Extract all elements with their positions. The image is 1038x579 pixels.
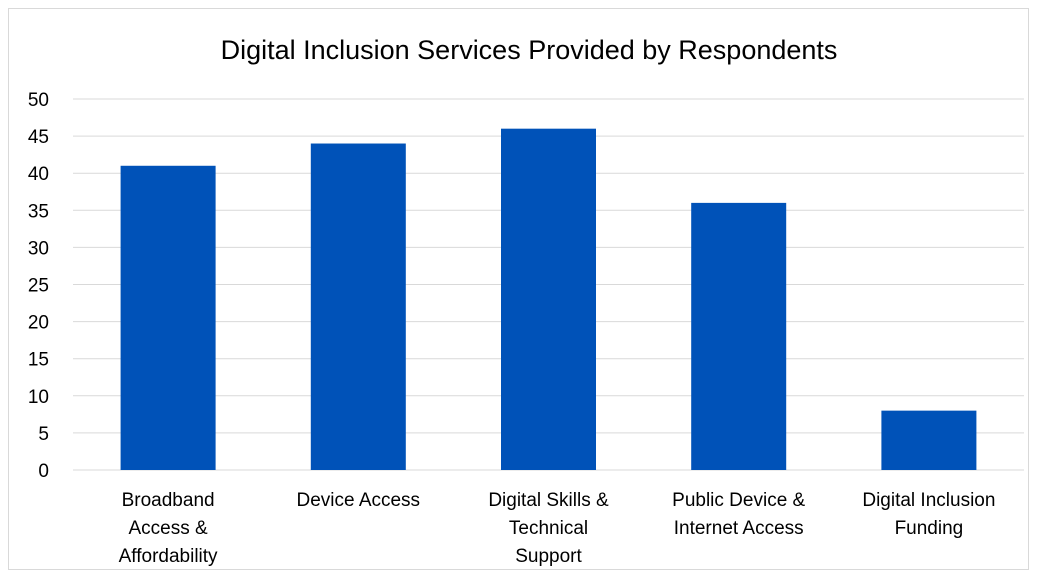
x-category-label-line: Support [515,546,582,567]
x-category-label: Device Access [297,490,421,511]
x-category-label-line: Digital Inclusion [862,490,995,511]
bars [120,128,977,470]
bar [881,410,977,470]
y-tick-label: 45 [28,127,49,148]
y-tick-label: 10 [28,387,49,408]
x-category-label: Digital Skills & Technical Support [488,490,609,567]
bar [120,165,216,470]
y-tick-label: 35 [28,201,49,222]
y-axis-tick-labels: 0 5 10 15 20 25 30 35 40 45 50 [28,90,49,482]
y-tick-label: 20 [28,313,49,334]
y-tick-label: 0 [38,461,49,482]
x-category-label: Public Device & Internet Access [672,490,805,539]
bar [310,143,406,470]
bar [501,128,596,470]
x-category-label-line: Broadband [122,490,215,511]
x-category-label-line: Device Access [297,490,421,511]
bar-chart: Digital Inclusion Services Provided by R… [28,35,1024,567]
y-tick-label: 15 [28,350,49,371]
x-category-label-line: Internet Access [674,518,804,539]
x-category-label-line: Affordability [119,546,218,567]
x-category-label-line: Technical [509,518,588,539]
x-category-label-line: Access & [128,518,208,539]
y-tick-label: 30 [28,238,49,259]
bar [691,202,787,470]
x-category-label: Broadband Access & Affordability [119,490,218,567]
x-category-label-line: Public Device & [672,490,805,511]
x-category-label: Digital Inclusion Funding [862,490,995,539]
y-tick-label: 50 [28,90,49,111]
chart-frame: Digital Inclusion Services Provided by R… [8,8,1029,570]
y-tick-label: 5 [38,424,49,445]
y-tick-label: 25 [28,276,49,297]
x-category-label-line: Digital Skills & [488,490,609,511]
y-tick-label: 40 [28,164,49,185]
chart-title: Digital Inclusion Services Provided by R… [221,35,838,65]
x-category-label-line: Funding [895,518,964,539]
x-axis-category-labels: Broadband Access & Affordability Device Acc… [119,490,996,567]
